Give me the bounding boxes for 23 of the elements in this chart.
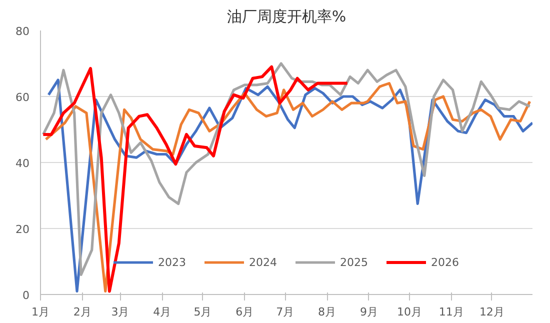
- legend-label: 2024: [249, 256, 277, 268]
- chart-title: 油厂周度开机率%: [226, 8, 346, 26]
- line-series: [42, 62, 532, 276]
- y-tick-label: 40: [16, 157, 30, 170]
- x-tick-label: 8月: [318, 306, 336, 318]
- y-tick-label: 20: [16, 223, 30, 236]
- legend-label: 2026: [431, 256, 459, 268]
- x-tick-label: 9月: [360, 306, 378, 318]
- x-tick-label: 12月: [479, 306, 504, 318]
- legend-label: 2023: [158, 256, 186, 268]
- x-tick-label: 6月: [236, 306, 254, 318]
- y-tick-label: 0: [22, 289, 30, 302]
- y-tick-label: 60: [16, 91, 30, 104]
- x-tick-label: 7月: [276, 306, 294, 318]
- y-tick-label: 80: [16, 25, 30, 38]
- x-tick-label: 10月: [397, 306, 422, 318]
- legend-label: 2025: [340, 256, 368, 268]
- x-tick-label: 5月: [194, 306, 212, 318]
- x-tick-label: 2月: [73, 306, 92, 318]
- x-tick-label: 3月: [111, 306, 130, 318]
- x-tick-label: 1月: [32, 306, 50, 318]
- x-tick-label: 11月: [438, 306, 464, 318]
- x-tick-label: 4月: [153, 306, 172, 318]
